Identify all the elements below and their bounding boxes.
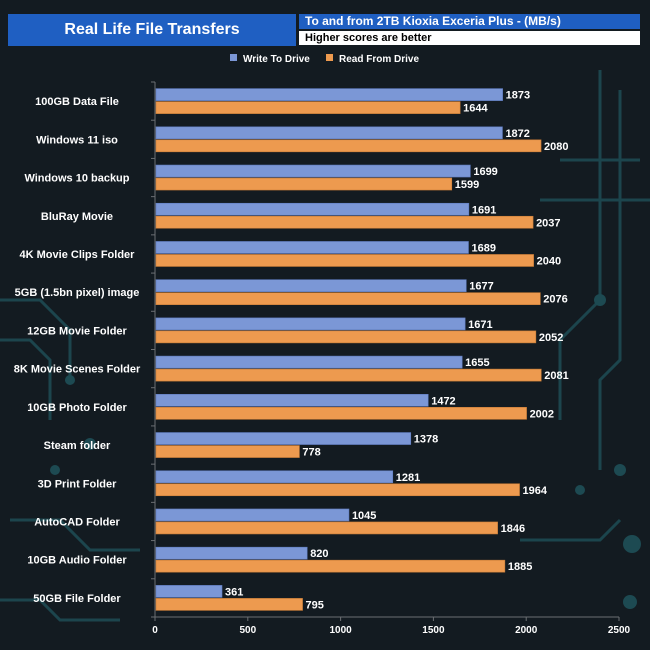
x-tick-label: 2500 [608, 625, 631, 636]
bar-write [155, 546, 308, 560]
bar-write [155, 508, 350, 522]
value-label-read: 778 [302, 447, 320, 459]
x-axis: 0 500 1000 1500 2000 2500 [152, 617, 631, 636]
value-label-read: 2037 [536, 217, 560, 229]
bar-read [155, 407, 527, 420]
value-label-read: 795 [306, 599, 324, 611]
value-label-write: 1699 [473, 166, 497, 178]
category-label: 10GB Photo Folder [27, 402, 127, 414]
value-label-write: 1655 [465, 357, 489, 369]
x-tick-label: 1500 [422, 625, 445, 636]
bar-write [155, 126, 503, 140]
value-label-read: 1964 [523, 485, 548, 497]
category-label: Windows 11 iso [36, 134, 118, 146]
bar-read [155, 521, 498, 535]
bar-read [155, 368, 542, 382]
bar-read [155, 292, 541, 305]
category-label: Windows 10 backup [24, 173, 129, 185]
value-label-read: 1644 [463, 103, 488, 115]
bar-write [155, 164, 471, 178]
bar-write [155, 585, 223, 598]
value-label-write: 1281 [396, 472, 420, 484]
legend-swatch-write [230, 54, 237, 61]
chart-note: Higher scores are better [299, 31, 640, 45]
category-label: 3D Print Folder [38, 478, 118, 490]
category-label: BluRay Movie [41, 211, 113, 223]
x-tick-label: 2000 [515, 625, 538, 636]
value-label-write: 1691 [472, 204, 496, 216]
bar-write [155, 317, 466, 331]
bar-read [155, 483, 520, 497]
x-tick-label: 1000 [329, 625, 352, 636]
legend-swatch-read [326, 54, 333, 61]
x-tick-label: 500 [239, 625, 256, 636]
bar-read [155, 215, 534, 229]
category-label: 4K Movie Clips Folder [20, 249, 136, 261]
category-label: Steam folder [44, 440, 111, 452]
category-label: 50GB File Folder [33, 593, 121, 605]
value-label-write: 361 [225, 586, 243, 598]
x-tick-label: 0 [152, 625, 158, 636]
category-label: AutoCAD Folder [34, 516, 120, 528]
category-label: 10GB Audio Folder [27, 555, 127, 567]
bar-write [155, 394, 429, 407]
bar-read [155, 177, 453, 191]
bar-read [155, 559, 506, 573]
bar-write [155, 88, 503, 101]
legend-label-write: Write To Drive [243, 54, 310, 65]
value-label-write: 1689 [471, 242, 495, 254]
category-labels: 100GB Data File Windows 11 iso Windows 10 … [14, 96, 141, 605]
bar-write [155, 202, 470, 216]
value-label-read: 2076 [543, 294, 567, 306]
bar-read [155, 598, 303, 611]
bar-read [155, 330, 537, 344]
category-label: 12GB Movie Folder [27, 325, 127, 337]
chart-subtitle: To and from 2TB Kioxia Exceria Plus - (M… [299, 14, 640, 29]
value-label-write: 1045 [352, 510, 376, 522]
bar-read [155, 445, 300, 458]
value-label-write: 820 [310, 548, 328, 560]
value-label-read: 1599 [455, 179, 479, 191]
grid [151, 81, 619, 618]
value-label-read: 2002 [530, 408, 554, 420]
bar-read [155, 101, 461, 114]
bar-read [155, 139, 542, 153]
value-label-write: 1378 [414, 434, 438, 446]
legend: Write To Drive Read From Drive [230, 54, 419, 65]
value-label-read: 2040 [537, 255, 561, 267]
bar-write [155, 355, 463, 369]
value-label-write: 1671 [468, 319, 492, 331]
category-label: 100GB Data File [35, 96, 119, 108]
value-label-write: 1677 [469, 281, 493, 293]
value-label-read: 2052 [539, 332, 563, 344]
value-label-write: 1472 [431, 395, 455, 407]
category-label: 5GB (1.5bn pixel) image [15, 287, 140, 299]
value-label-read: 1885 [508, 561, 532, 573]
legend-label-read: Read From Drive [339, 54, 419, 65]
bars [155, 88, 542, 611]
chart-title: Real Life File Transfers [8, 14, 296, 46]
bar-write [155, 470, 394, 484]
bar-write [155, 241, 469, 254]
value-label-read: 1846 [501, 523, 525, 535]
bar-write [155, 279, 467, 292]
value-label-write: 1873 [506, 90, 530, 102]
value-label-read: 2080 [544, 141, 568, 153]
value-label-write: 1872 [505, 128, 529, 140]
value-label-read: 2081 [544, 370, 568, 382]
bar-write [155, 432, 412, 445]
category-label: 8K Movie Scenes Folder [14, 364, 141, 376]
bar-read [155, 254, 534, 267]
